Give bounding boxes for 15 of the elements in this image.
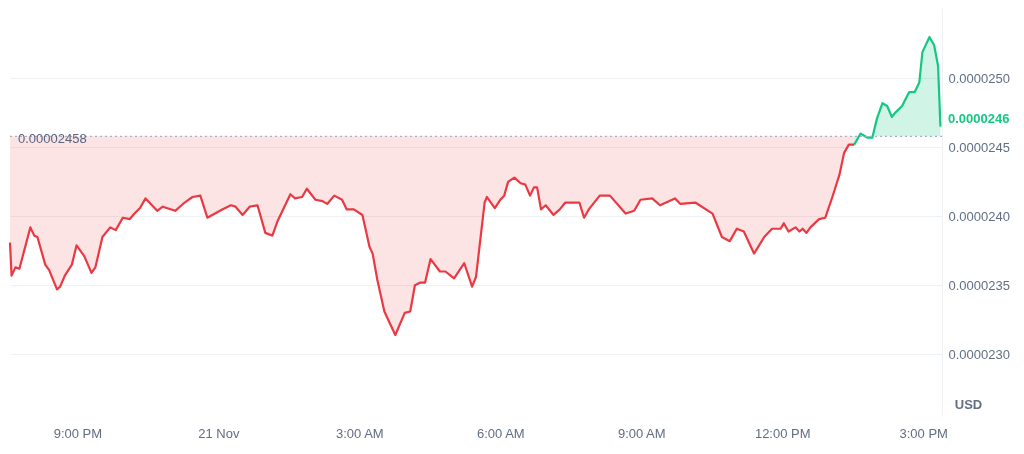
x-tick-label: 12:00 PM [754,425,811,441]
y-tick-label: 0.0000245 [948,139,1010,155]
y-axis-title: USD [954,396,983,412]
y-tick-label: 0.0000250 [948,70,1010,86]
x-tick-label: 9:00 PM [53,425,103,441]
ref-line-label: 0.00002458 [18,131,87,147]
y-tick-label: 0.0000240 [948,208,1010,224]
x-tick-label: 21 Nov [198,425,240,441]
x-tick-label: 3:00 AM [335,425,384,441]
y-tick-label: 0.0000230 [948,346,1010,362]
x-tick-label: 6:00 AM [476,425,525,441]
x-tick-label: 3:00 PM [899,425,948,441]
x-tick-label: 9:00 AM [617,425,666,441]
y-tick-label: 0.0000235 [948,277,1010,293]
text: 0.0000246 [948,110,1010,126]
